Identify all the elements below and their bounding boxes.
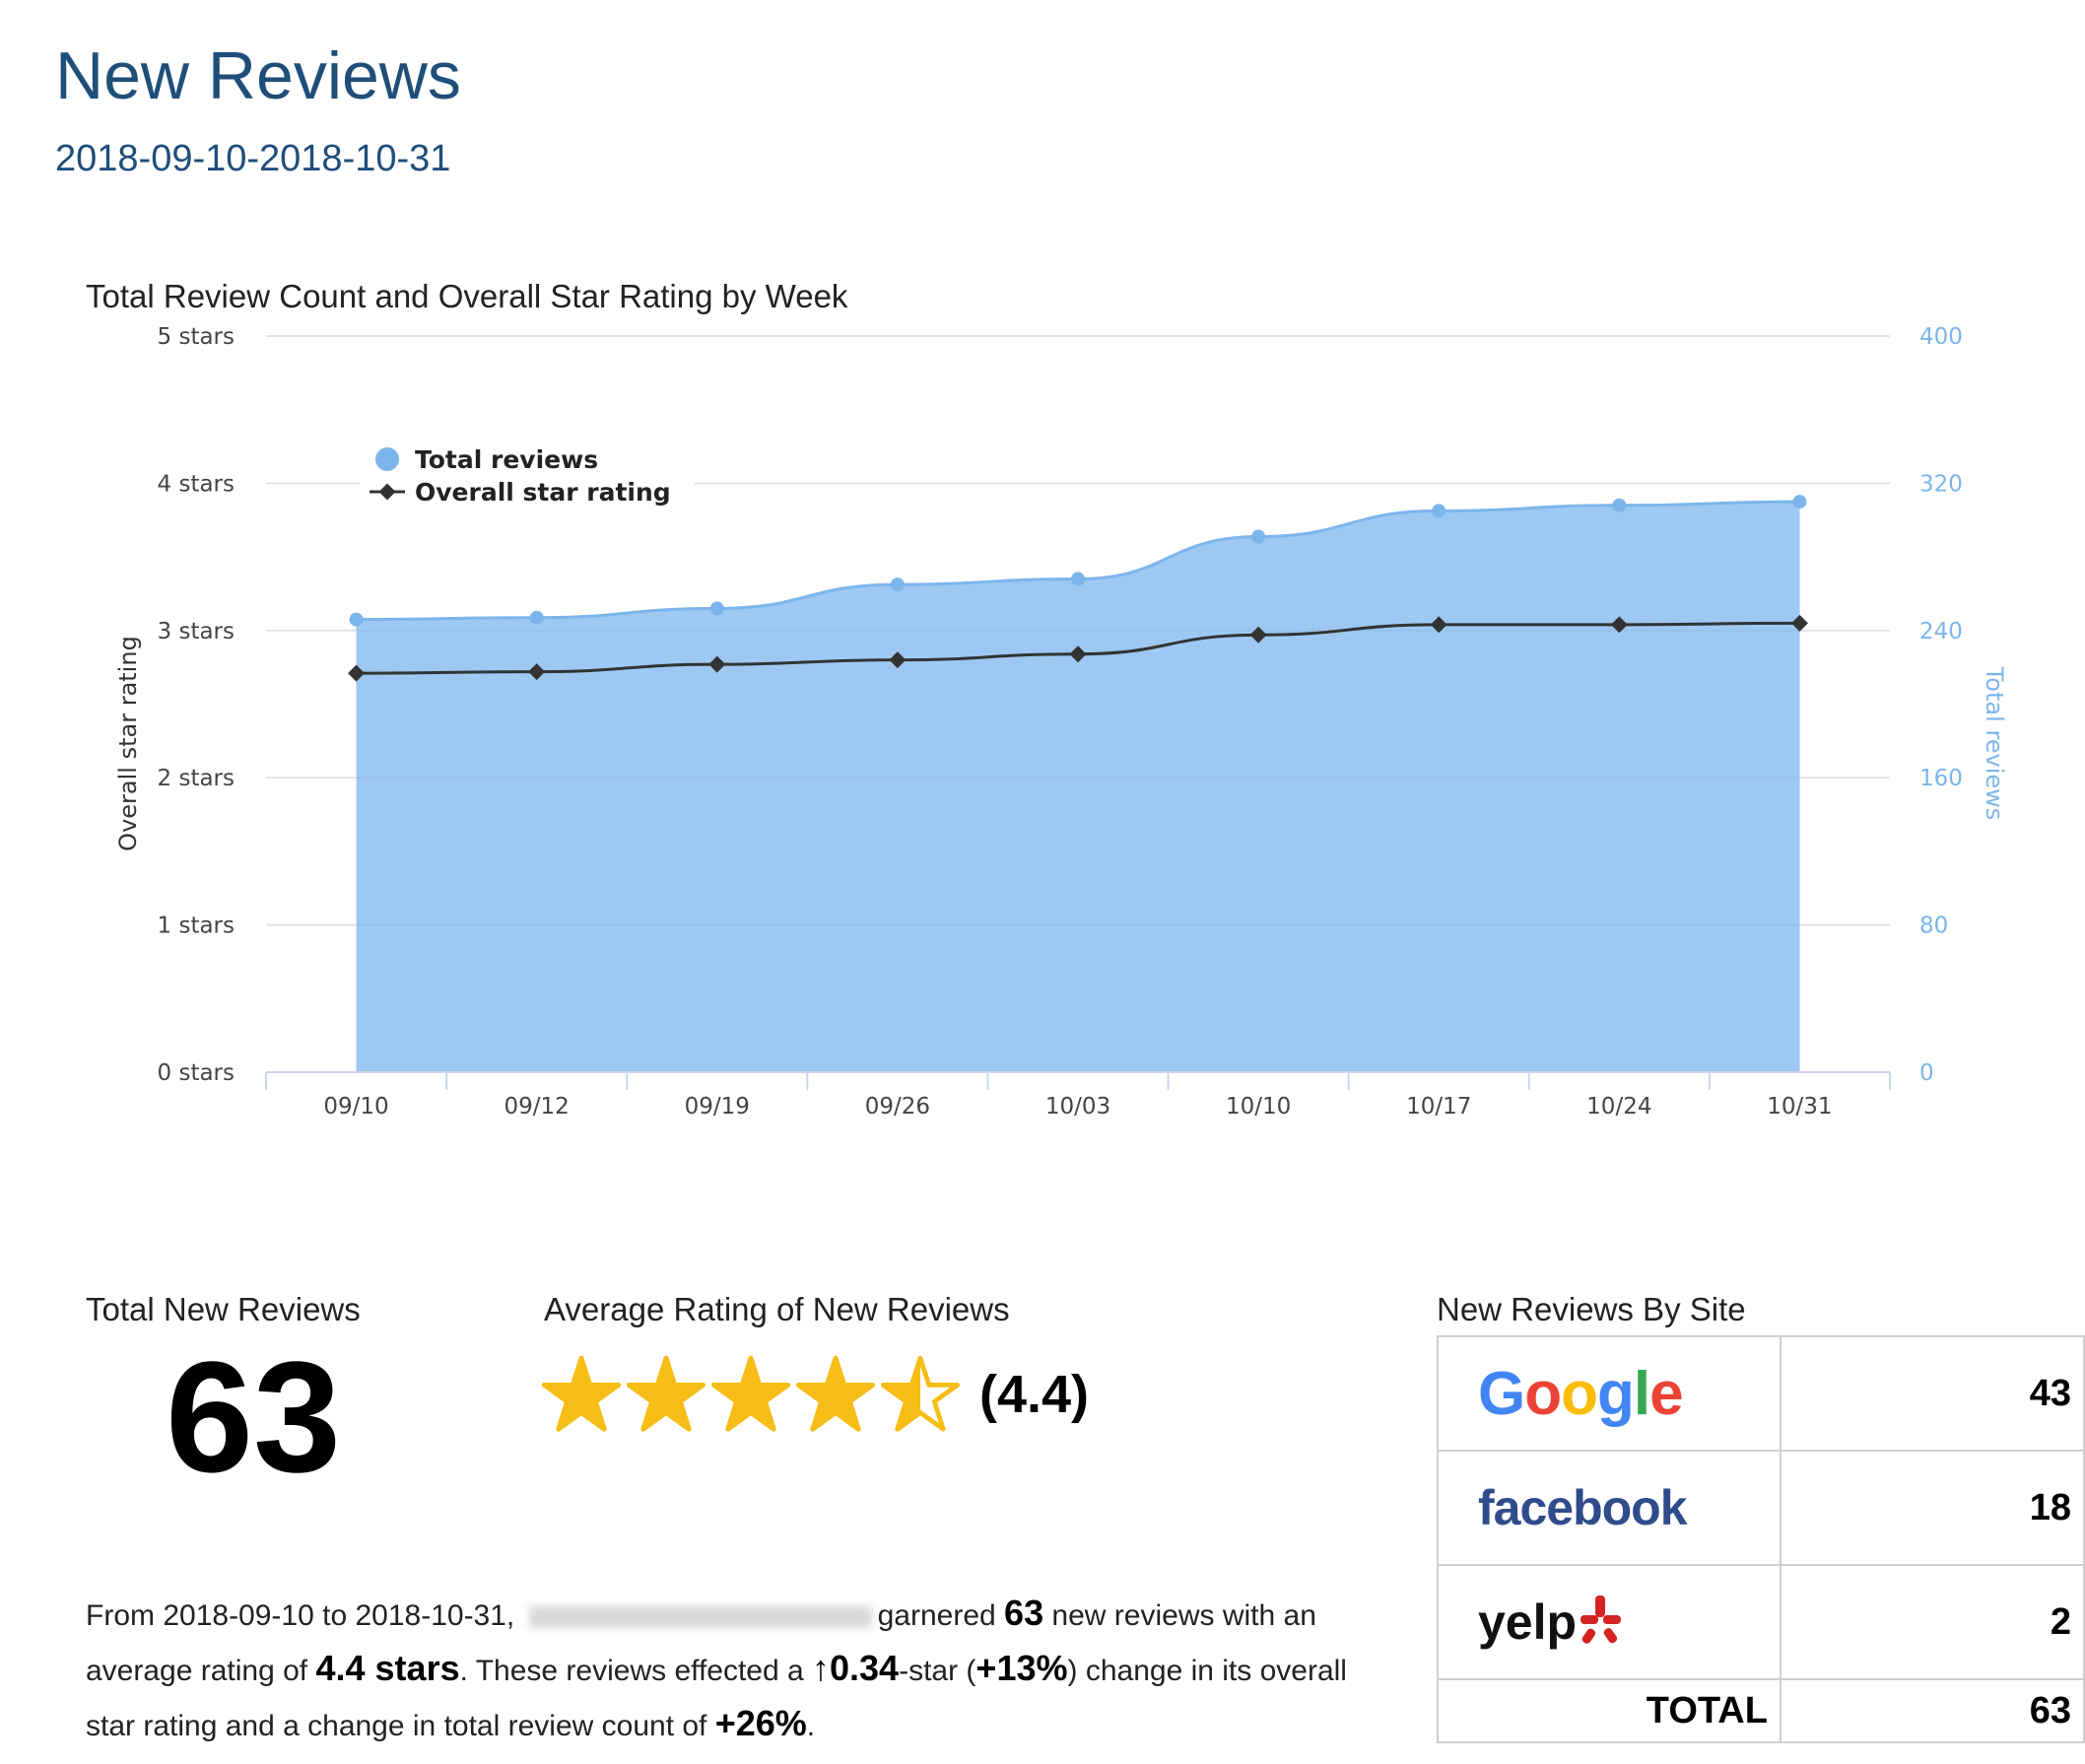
x-tick-label: 09/26 <box>865 1094 930 1119</box>
x-tick-label: 10/31 <box>1767 1094 1832 1119</box>
y-right-tick-label: 320 <box>1919 471 1963 497</box>
y-left-tick-label: 2 stars <box>158 766 235 791</box>
summary-star-change: ↑0.34 <box>812 1648 900 1688</box>
google-logo: Google <box>1437 1335 1782 1452</box>
yelp-burst-icon <box>1581 1595 1622 1644</box>
total-reviews-point <box>1251 529 1266 544</box>
star-icon <box>711 1355 790 1432</box>
total-reviews-point <box>1071 572 1085 586</box>
yelp-logo-text: yelp <box>1478 1594 1578 1650</box>
x-tick-label: 09/10 <box>323 1094 388 1119</box>
total-label: TOTAL <box>1437 1678 1782 1743</box>
star-rating-point <box>528 663 546 681</box>
summary-text: ) change in its overall star rating and … <box>86 1655 1347 1742</box>
y-left-axis-title: Overall star rating <box>114 636 142 851</box>
chart-title: Total Review Count and Overall Star Rati… <box>86 278 848 314</box>
legend-total-reviews-marker <box>375 447 399 471</box>
total-reviews-point <box>1432 504 1446 518</box>
table-row: yelp 2 <box>1437 1564 2085 1680</box>
total-count: 63 <box>1779 1678 2085 1743</box>
y-left-tick-label: 4 stars <box>158 471 235 497</box>
by-site-table: Google 43 facebook 18 yelp 2 TOTAL 63 <box>1437 1335 2085 1743</box>
total-reviews-point <box>890 577 905 592</box>
total-reviews-point <box>1612 498 1627 512</box>
summary-text: garnered <box>877 1599 1005 1632</box>
summary-text: new reviews with an average rating of <box>86 1599 1316 1687</box>
x-tick-label: 09/19 <box>685 1094 750 1119</box>
y-right-tick-label: 160 <box>1919 766 1963 791</box>
date-range: 2018-09-10-2018-10-31 <box>55 138 451 179</box>
table-row: facebook 18 <box>1437 1450 2085 1566</box>
y-left-tick-label: 5 stars <box>158 324 235 350</box>
star-icon <box>542 1355 621 1432</box>
blurred-business-name <box>528 1606 872 1629</box>
page-title: New Reviews <box>55 38 461 113</box>
summary-text: From 2018-09-10 to 2018-10-31, <box>86 1599 523 1632</box>
yelp-logo: yelp <box>1437 1564 1782 1680</box>
x-tick-label: 09/12 <box>504 1094 570 1119</box>
google-count: 43 <box>1779 1335 2085 1452</box>
star-rating-point <box>889 651 907 669</box>
yelp-count: 2 <box>1779 1564 2085 1680</box>
summary-count-change: +26% <box>714 1703 807 1743</box>
summary-count: 63 <box>1004 1593 1044 1633</box>
y-right-tick-label: 0 <box>1919 1060 1934 1086</box>
by-site-title: New Reviews By Site <box>1437 1291 1746 1327</box>
total-new-reviews-title: Total New Reviews <box>86 1291 361 1327</box>
review-chart: Total Review Count and Overall Star Rati… <box>86 278 2008 1119</box>
y-right-tick-label: 80 <box>1919 914 1948 939</box>
summary-rating: 4.4 stars <box>315 1648 460 1688</box>
x-tick-label: 10/03 <box>1045 1094 1110 1119</box>
table-total-row: TOTAL 63 <box>1437 1678 2085 1743</box>
star-icon <box>881 1355 960 1432</box>
area-total-reviews <box>356 502 1800 1072</box>
y-left-tick-label: 3 stars <box>158 619 235 645</box>
y-right-tick-label: 240 <box>1919 619 1963 645</box>
stars-group <box>542 1355 966 1434</box>
total-reviews-point <box>709 601 724 616</box>
y-right-axis-title: Total reviews <box>1981 666 2008 821</box>
average-rating-value: (4.4) <box>979 1365 1090 1424</box>
x-tick-label: 10/17 <box>1406 1094 1471 1119</box>
legend-total-reviews-label: Total reviews <box>415 445 598 474</box>
y-left-tick-label: 0 stars <box>158 1060 235 1086</box>
y-left-tick-label: 1 stars <box>158 914 235 939</box>
summary-text: -star ( <box>899 1655 976 1687</box>
total-reviews-point <box>529 610 544 625</box>
x-tick-label: 10/24 <box>1586 1094 1651 1119</box>
facebook-logo: facebook <box>1437 1450 1782 1566</box>
facebook-logo-text: facebook <box>1478 1480 1688 1535</box>
star-rating-point <box>708 655 726 673</box>
legend-box <box>360 431 695 515</box>
summary-text: . <box>806 1710 816 1742</box>
star-rating: (4.4) <box>542 1355 1089 1434</box>
average-rating-title: Average Rating of New Reviews <box>544 1291 1010 1327</box>
summary-text: . These reviews effected a <box>459 1655 813 1687</box>
facebook-count: 18 <box>1779 1450 2085 1566</box>
star-icon <box>627 1355 706 1432</box>
summary-pct-change: +13% <box>975 1648 1068 1688</box>
star-icon <box>796 1355 875 1432</box>
google-logo-text: Google <box>1478 1359 1684 1428</box>
legend-star-rating-label: Overall star rating <box>415 478 671 507</box>
total-reviews-point <box>1792 495 1807 509</box>
legend-star-rating-marker <box>378 483 396 501</box>
y-right-tick-label: 400 <box>1919 324 1963 350</box>
star-rating-point <box>348 664 366 682</box>
table-row: Google 43 <box>1437 1335 2085 1452</box>
summary-paragraph: From 2018-09-10 to 2018-10-31, garnered … <box>86 1587 1377 1752</box>
total-reviews-point <box>349 612 364 627</box>
x-tick-label: 10/10 <box>1226 1094 1291 1119</box>
total-new-reviews-value: 63 <box>166 1328 341 1505</box>
